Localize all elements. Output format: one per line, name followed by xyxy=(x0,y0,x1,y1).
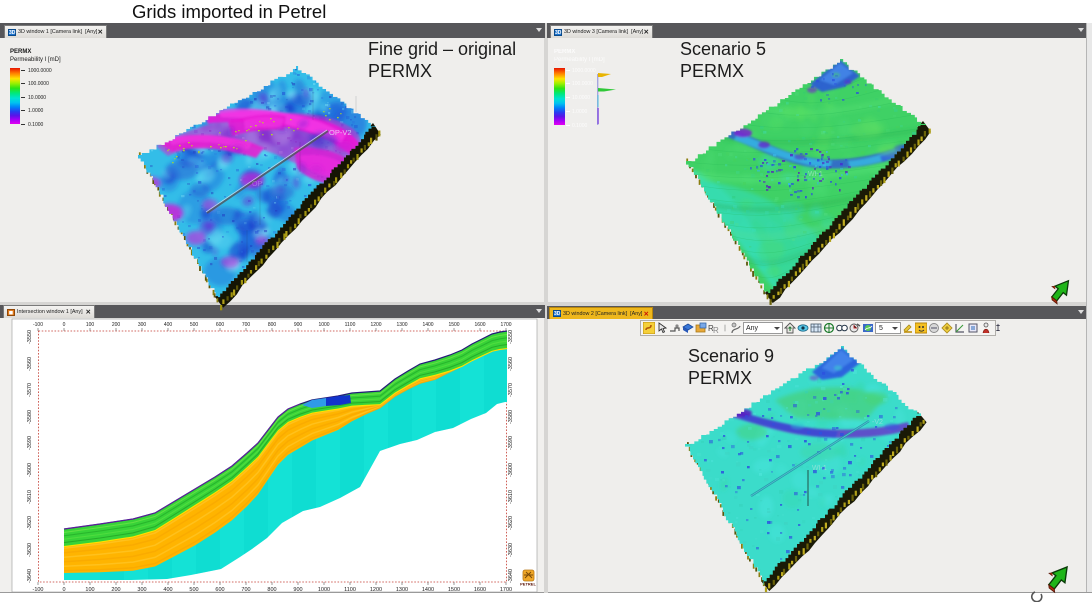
svg-text:200: 200 xyxy=(112,322,121,328)
svg-text:1200: 1200 xyxy=(370,587,382,593)
svg-text:-3630: -3630 xyxy=(508,543,514,557)
svg-text:1000: 1000 xyxy=(318,587,330,593)
svg-text:300: 300 xyxy=(137,587,146,593)
svg-text:R: R xyxy=(708,324,714,333)
svg-text:-3550: -3550 xyxy=(508,330,514,344)
svg-text:1500: 1500 xyxy=(448,587,460,593)
svg-text:-3570: -3570 xyxy=(27,383,33,397)
svg-text:400: 400 xyxy=(163,587,172,593)
svg-text:PETREL: PETREL xyxy=(520,582,536,587)
svg-text:300: 300 xyxy=(138,322,147,328)
svg-text:-3640: -3640 xyxy=(27,569,33,583)
svg-text:-3600: -3600 xyxy=(27,463,33,477)
svg-text:200: 200 xyxy=(111,587,120,593)
svg-text:1100: 1100 xyxy=(344,587,356,593)
svg-text:OP: OP xyxy=(252,181,262,188)
svg-text:-3550: -3550 xyxy=(27,330,33,344)
svg-text:-3610: -3610 xyxy=(27,490,33,504)
svg-text:-3580: -3580 xyxy=(27,410,33,424)
svg-text:-3580: -3580 xyxy=(508,410,514,424)
svg-text:-3640: -3640 xyxy=(508,569,514,583)
svg-text:-3610: -3610 xyxy=(508,490,514,504)
svg-text:0: 0 xyxy=(62,587,65,593)
svg-text:-3600: -3600 xyxy=(508,463,514,477)
svg-text:-100: -100 xyxy=(32,587,43,593)
svg-text:400: 400 xyxy=(164,322,173,328)
svg-text:1400: 1400 xyxy=(422,587,434,593)
svg-text:-3570: -3570 xyxy=(508,383,514,397)
svg-text:600: 600 xyxy=(215,587,224,593)
svg-text:600: 600 xyxy=(216,322,225,328)
svg-text:1300: 1300 xyxy=(396,322,407,328)
svg-text:-V2: -V2 xyxy=(872,419,883,426)
svg-text:-3620: -3620 xyxy=(27,516,33,530)
svg-text:0: 0 xyxy=(63,322,66,328)
svg-text:1200: 1200 xyxy=(370,322,381,328)
svg-text:500: 500 xyxy=(190,322,199,328)
svg-text:1000: 1000 xyxy=(318,322,329,328)
svg-text:800: 800 xyxy=(268,322,277,328)
svg-text:900: 900 xyxy=(294,322,303,328)
svg-text:1300: 1300 xyxy=(396,587,408,593)
svg-text:500: 500 xyxy=(189,587,198,593)
svg-text:-3620: -3620 xyxy=(508,516,514,530)
svg-text:-3590: -3590 xyxy=(508,436,514,450)
svg-text:-3560: -3560 xyxy=(27,357,33,371)
svg-text:1600: 1600 xyxy=(474,322,485,328)
svg-text:700: 700 xyxy=(242,322,251,328)
svg-text:-3560: -3560 xyxy=(508,357,514,371)
svg-text:-3590: -3590 xyxy=(27,436,33,450)
svg-text:OP-V2: OP-V2 xyxy=(329,128,352,137)
svg-text:WI-1: WI-1 xyxy=(808,171,823,178)
svg-text:100: 100 xyxy=(86,322,95,328)
svg-text:1600: 1600 xyxy=(474,587,486,593)
svg-text:WI-1: WI-1 xyxy=(812,465,827,472)
svg-text:100: 100 xyxy=(85,587,94,593)
svg-text:800: 800 xyxy=(267,587,276,593)
svg-text:900: 900 xyxy=(293,587,302,593)
svg-text:1100: 1100 xyxy=(345,322,356,328)
svg-text:700: 700 xyxy=(241,587,250,593)
svg-text:1700: 1700 xyxy=(500,587,512,593)
svg-text:1400: 1400 xyxy=(422,322,433,328)
svg-text:-3630: -3630 xyxy=(27,543,33,557)
svg-text:R: R xyxy=(713,326,719,334)
svg-text:1500: 1500 xyxy=(448,322,459,328)
svg-text:-100: -100 xyxy=(33,322,43,328)
svg-text:1700: 1700 xyxy=(500,322,511,328)
